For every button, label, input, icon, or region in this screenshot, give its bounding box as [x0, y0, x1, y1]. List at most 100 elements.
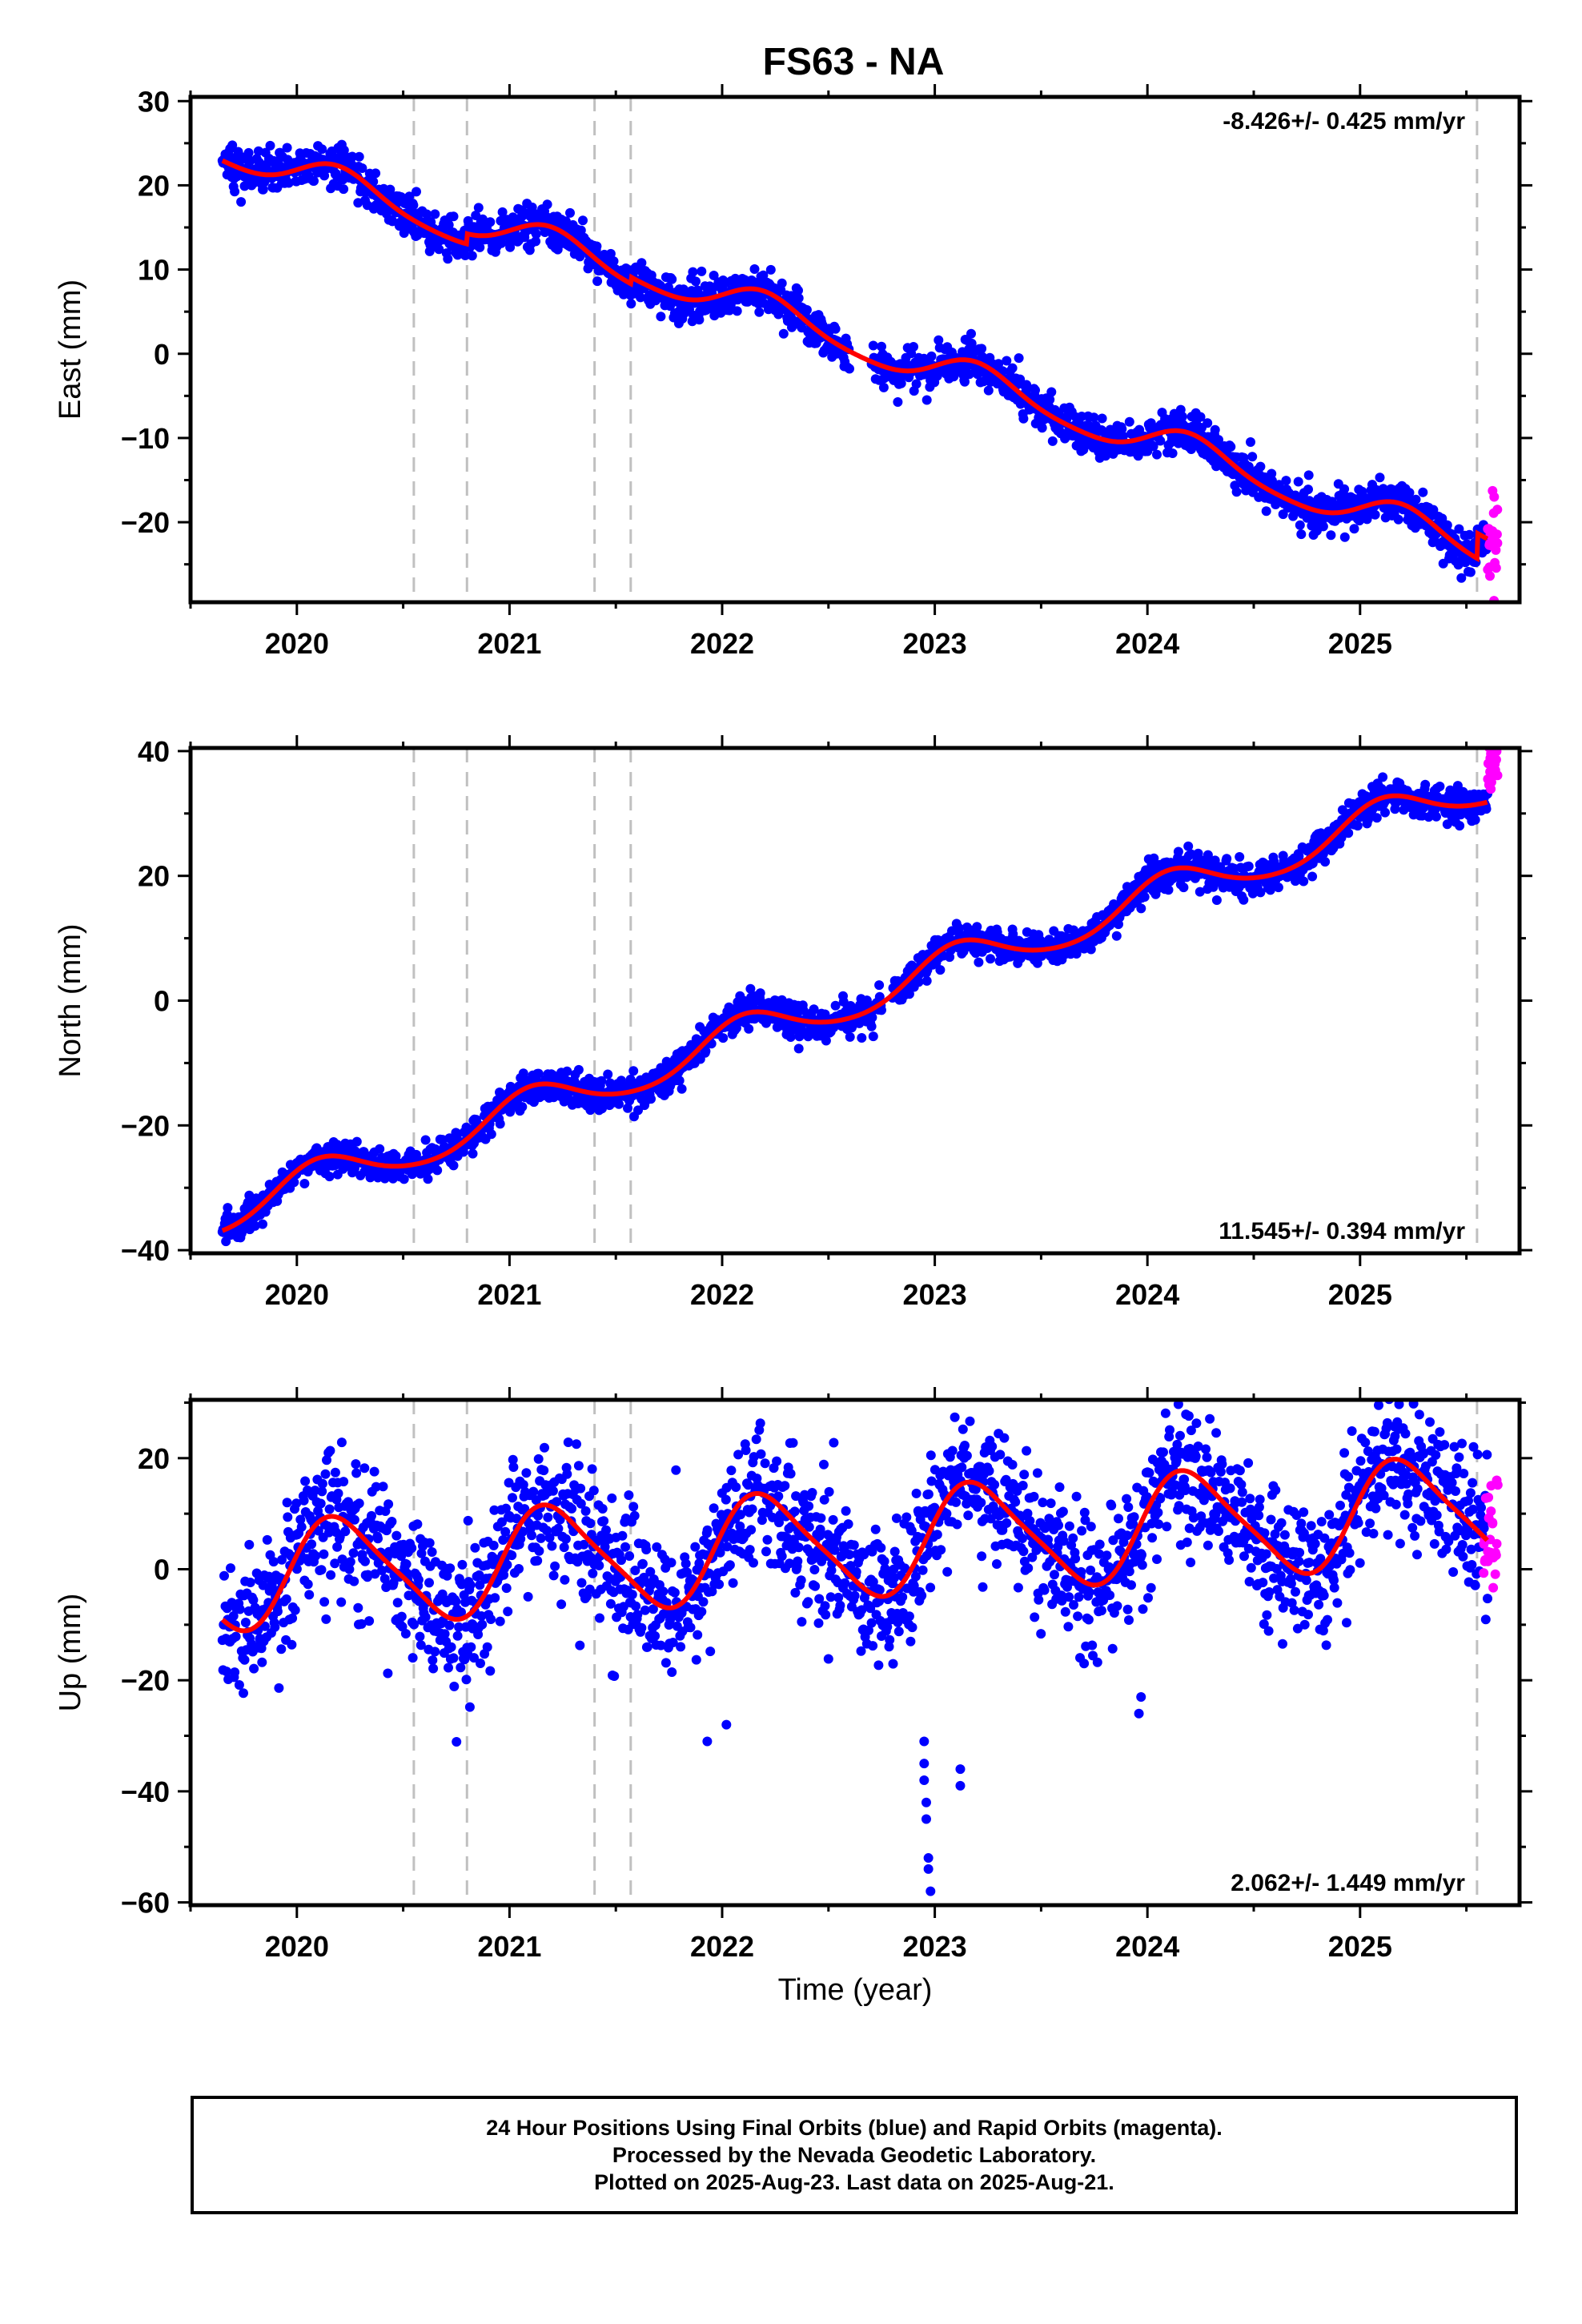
up-final-point: [559, 1542, 569, 1553]
north-final-point: [820, 1009, 830, 1019]
east-rate-label: -8.426+/- 0.425 mm/yr: [1223, 108, 1465, 135]
north-final-point: [375, 1144, 385, 1154]
up-final-point: [351, 1468, 362, 1478]
up-final-point: [262, 1534, 272, 1545]
east-final-point: [893, 397, 903, 407]
up-final-point: [282, 1498, 292, 1508]
east-rapid-point: [1492, 505, 1503, 515]
up-final-point: [319, 1549, 329, 1559]
up-final-point: [533, 1510, 543, 1521]
north-final-point: [1481, 804, 1492, 814]
up-final-point: [575, 1640, 585, 1651]
east-final-point: [1454, 524, 1464, 534]
up-final-point: [528, 1486, 539, 1497]
up-final-point: [617, 1530, 628, 1541]
east-final-point: [385, 184, 396, 195]
east-final-point: [434, 244, 444, 255]
up-final-point: [272, 1606, 283, 1617]
north-final-point: [1299, 876, 1309, 887]
east-final-point: [1281, 476, 1291, 486]
up-final-point: [239, 1688, 248, 1699]
east-final-point: [1231, 487, 1242, 497]
east-final-point: [667, 274, 677, 284]
east-final-point: [868, 340, 878, 351]
east-final-point: [282, 143, 292, 153]
up-final-point: [445, 1563, 456, 1574]
up-final-point: [340, 1526, 351, 1537]
east-final-point: [777, 278, 787, 288]
north-panel: 2020 2021 2022 2023 2024 202540200−20−40North…: [54, 735, 1532, 1311]
north-final-point: [1455, 821, 1465, 831]
north-final-point: [1243, 861, 1254, 871]
east-x-tick-label: 2024: [1115, 627, 1179, 660]
up-final-point: [258, 1580, 268, 1590]
up-final-point: [560, 1534, 571, 1544]
north-final-point: [845, 1031, 855, 1042]
east-final-point: [1097, 413, 1107, 424]
up-final-point: [527, 1530, 536, 1541]
east-final-point: [467, 251, 477, 261]
up-final-point: [353, 1602, 363, 1613]
up-final-point: [424, 1538, 435, 1548]
up-final-point: [401, 1559, 412, 1570]
east-x-ticks: 2020 2021 2022 2023 2024 2025: [189, 84, 1468, 660]
north-final-point: [603, 1069, 613, 1080]
east-x-tick-label: 2022: [690, 627, 754, 660]
east-y-axis-label: East (mm): [54, 279, 87, 420]
up-final-point: [609, 1671, 620, 1681]
east-final-point: [636, 292, 645, 303]
north-final-point: [1173, 846, 1183, 857]
up-final-point: [219, 1570, 229, 1581]
up-final-point: [320, 1469, 331, 1479]
north-final-point: [1136, 903, 1146, 914]
east-final-point: [319, 171, 330, 181]
north-rapid-point: [1488, 753, 1498, 763]
east-final-point: [1339, 532, 1350, 542]
east-y-tick-label: 10: [138, 254, 170, 287]
east-final-point: [1293, 476, 1303, 487]
north-x-tick-label: 2020: [265, 1278, 329, 1311]
north-final-point: [448, 1160, 459, 1171]
up-final-point: [315, 1498, 326, 1509]
north-final-point: [874, 991, 885, 1002]
north-x-tick-label: 2021: [477, 1278, 541, 1311]
up-final-point: [330, 1467, 340, 1478]
up-final-point: [349, 1576, 359, 1586]
east-final-point: [1155, 436, 1166, 446]
north-final-point: [1307, 871, 1318, 882]
east-final-point: [592, 276, 603, 287]
north-final-point: [250, 1220, 260, 1231]
north-final-point: [986, 954, 995, 964]
up-final-point: [567, 1503, 577, 1514]
east-final-point: [778, 328, 789, 339]
east-final-point: [460, 251, 471, 260]
up-final-point: [345, 1557, 355, 1567]
east-break-lines: [412, 97, 1479, 602]
east-final-point: [430, 209, 440, 219]
up-final-point: [240, 1618, 251, 1627]
up-final-point: [490, 1593, 500, 1603]
east-final-point: [636, 258, 647, 268]
east-final-point: [921, 395, 932, 405]
up-final-point: [336, 1437, 347, 1448]
up-final-point: [428, 1655, 438, 1666]
north-x-tick-label: 2025: [1328, 1278, 1392, 1311]
up-final-point: [495, 1616, 505, 1626]
up-final-point: [428, 1663, 439, 1674]
up-final-point: [543, 1512, 553, 1522]
east-final-point: [1014, 353, 1024, 364]
up-final-point: [348, 1548, 359, 1558]
up-final-point: [488, 1540, 499, 1550]
north-final-point: [1320, 857, 1331, 867]
east-final-point: [592, 241, 602, 251]
east-final-orbit-points: [217, 139, 1492, 583]
north-final-point: [674, 1076, 685, 1086]
east-y-tick-label: −20: [121, 506, 170, 539]
up-final-point: [316, 1565, 327, 1575]
north-rapid-point: [1484, 780, 1494, 790]
east-rapid-point: [1487, 541, 1497, 551]
up-final-point: [446, 1642, 456, 1652]
east-final-point: [1152, 449, 1162, 460]
north-final-point: [1239, 895, 1249, 905]
